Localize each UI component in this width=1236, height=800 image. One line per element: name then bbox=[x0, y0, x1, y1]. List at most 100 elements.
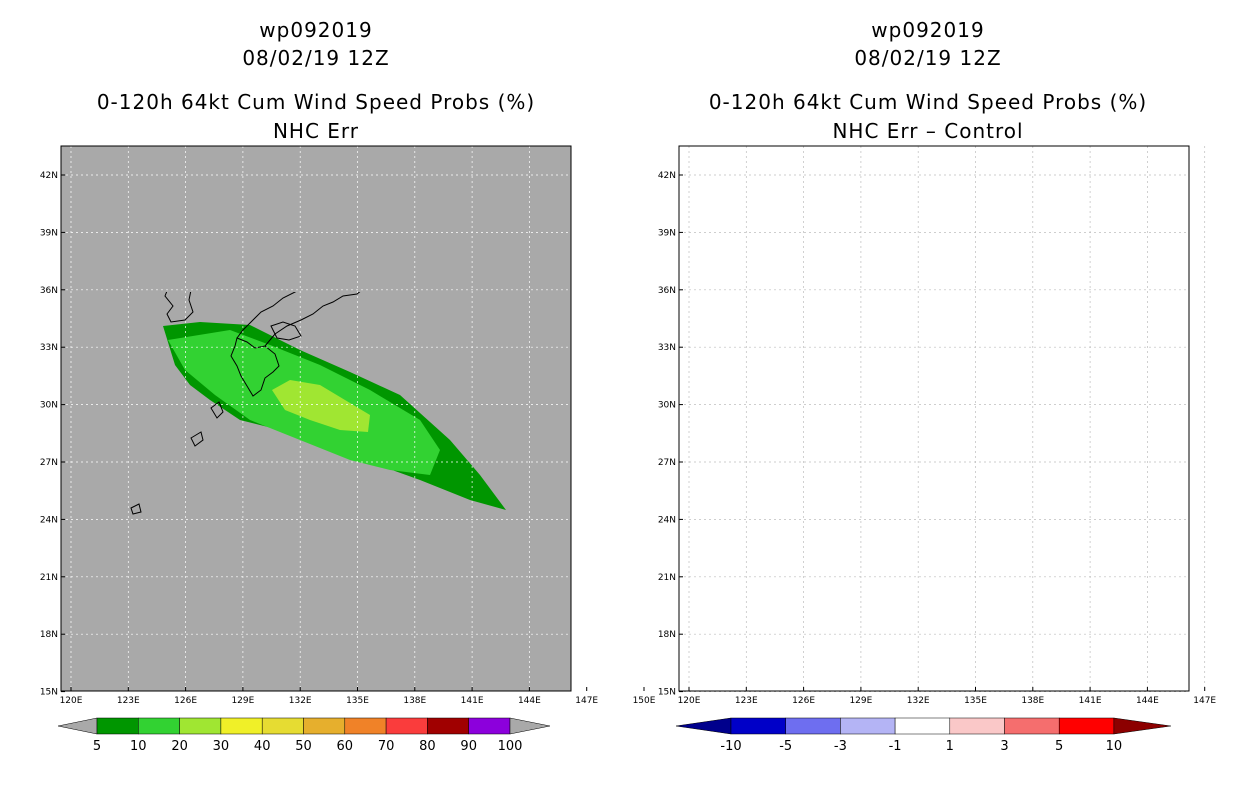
colorbar-end-high bbox=[1113, 717, 1171, 735]
lon-tick-label: 120E bbox=[678, 696, 701, 706]
colorbar-swatch bbox=[1058, 717, 1115, 735]
right-map-ocean bbox=[679, 146, 1189, 691]
colorbar-swatch bbox=[1004, 717, 1060, 735]
lon-tick-label: 126E bbox=[792, 696, 815, 706]
colorbar-swatch bbox=[840, 717, 896, 735]
lat-tick-label: 24N bbox=[40, 515, 58, 525]
lat-tick-label: 42N bbox=[658, 171, 676, 181]
lat-tick-label: 27N bbox=[658, 458, 676, 468]
lat-tick-label: 33N bbox=[40, 343, 58, 353]
colorbar-swatch bbox=[785, 717, 841, 735]
lat-tick-label: 18N bbox=[40, 630, 58, 640]
colorbar-swatch bbox=[427, 717, 469, 735]
left-lat-labels: 42N 39N 36N 33N 30N 27N 24N 21N 18N 15N bbox=[40, 171, 65, 698]
colorbar-end-high bbox=[509, 717, 551, 735]
lat-tick-label: 36N bbox=[658, 286, 676, 296]
left-title-subtitle: NHC Err bbox=[272, 119, 360, 143]
right-title-date: 08/02/19 12Z bbox=[854, 46, 1002, 70]
colorbar-label: 40 bbox=[254, 739, 271, 754]
colorbar-swatch bbox=[385, 717, 428, 735]
colorbar-swatch bbox=[468, 717, 511, 735]
lat-tick-label: 27N bbox=[40, 458, 58, 468]
colorbar-swatch bbox=[730, 717, 786, 735]
colorbar-label: 100 bbox=[498, 739, 523, 754]
lon-tick-label: 144E bbox=[518, 696, 541, 706]
right-title-product: 0-120h 64kt Cum Wind Speed Probs (%) bbox=[708, 90, 1148, 114]
colorbar-label: 60 bbox=[337, 739, 354, 754]
colorbar-label: -1 bbox=[889, 739, 902, 754]
left-title-product: 0-120h 64kt Cum Wind Speed Probs (%) bbox=[96, 90, 536, 114]
colorbar-label: 80 bbox=[419, 739, 436, 754]
colorbar-swatch bbox=[220, 717, 263, 735]
lat-tick-label: 21N bbox=[40, 573, 58, 583]
right-title-subtitle: NHC Err – Control bbox=[832, 119, 1024, 143]
colorbar-label: 1 bbox=[946, 739, 954, 754]
colorbar-swatch bbox=[894, 717, 951, 735]
colorbar-label: 5 bbox=[1055, 739, 1063, 754]
lon-tick-label: 144E bbox=[1136, 696, 1159, 706]
lon-tick-label: 123E bbox=[735, 696, 758, 706]
left-lon-labels: 120E 123E 126E 129E 132E 135E 138E 141E 144E 147E… bbox=[60, 687, 656, 706]
colorbar-label: 10 bbox=[1106, 739, 1123, 754]
lon-tick-label: 135E bbox=[964, 696, 987, 706]
colorbar-swatch bbox=[344, 717, 387, 735]
lat-tick-label: 39N bbox=[658, 228, 676, 238]
lat-tick-label: 18N bbox=[658, 630, 676, 640]
colorbar-label: 70 bbox=[378, 739, 395, 754]
colorbar-swatch bbox=[179, 717, 222, 735]
colorbar-label: 5 bbox=[93, 739, 101, 754]
lon-tick-label: 126E bbox=[174, 696, 197, 706]
colorbar-end-low bbox=[675, 717, 732, 735]
left-title-storm-id: wp092019 bbox=[259, 18, 373, 42]
left-probability-swath bbox=[163, 322, 506, 510]
colorbar-swatch bbox=[138, 717, 180, 735]
left-colorbar: 5 10 20 30 40 50 60 70 80 90 100 bbox=[57, 717, 551, 754]
lat-tick-label: 15N bbox=[40, 688, 58, 698]
colorbar-label: 30 bbox=[213, 739, 230, 754]
lon-tick-label: 129E bbox=[231, 696, 254, 706]
lat-tick-label: 21N bbox=[658, 573, 676, 583]
colorbar-label: -3 bbox=[834, 739, 847, 754]
right-lon-labels: 120E 123E 126E 129E 132E 135E 138E 141E 144E 147E… bbox=[678, 687, 1216, 706]
lat-tick-label: 30N bbox=[40, 401, 58, 411]
right-grid bbox=[679, 146, 1206, 692]
colorbar-swatch bbox=[949, 717, 1005, 735]
lat-tick-label: 39N bbox=[40, 228, 58, 238]
colorbar-end-low bbox=[57, 717, 98, 735]
lon-tick-label: 138E bbox=[1021, 696, 1044, 706]
lon-tick-label: 129E bbox=[849, 696, 872, 706]
lat-tick-label: 36N bbox=[40, 286, 58, 296]
colorbar-swatch bbox=[261, 717, 304, 735]
lat-tick-label: 33N bbox=[658, 343, 676, 353]
lon-tick-label: 138E bbox=[403, 696, 426, 706]
colorbar-swatch bbox=[96, 717, 139, 735]
colorbar-label: -5 bbox=[779, 739, 792, 754]
right-lat-labels: 42N 39N 36N 33N 30N 27N 24N 21N 18N 15N bbox=[658, 171, 683, 698]
colorbar-label: -10 bbox=[720, 739, 741, 754]
lon-tick-label: 150E bbox=[633, 696, 656, 706]
colorbar-swatch bbox=[303, 717, 346, 735]
left-grid bbox=[61, 146, 645, 692]
colorbar-label: 50 bbox=[295, 739, 312, 754]
right-map-frame bbox=[678, 145, 1190, 692]
lat-tick-label: 24N bbox=[658, 515, 676, 525]
lon-tick-label: 120E bbox=[60, 696, 83, 706]
right-colorbar: -10 -5 -3 -1 1 3 5 10 bbox=[675, 717, 1171, 754]
left-map-frame bbox=[60, 145, 572, 692]
colorbar-label: 90 bbox=[460, 739, 477, 754]
lat-tick-label: 30N bbox=[658, 401, 676, 411]
colorbar-label: 3 bbox=[1000, 739, 1008, 754]
lon-tick-label: 141E bbox=[1079, 696, 1102, 706]
lon-tick-label: 132E bbox=[907, 696, 930, 706]
lon-tick-label: 132E bbox=[289, 696, 312, 706]
left-title-date: 08/02/19 12Z bbox=[242, 46, 390, 70]
right-title-storm-id: wp092019 bbox=[871, 18, 985, 42]
lon-tick-label: 147E bbox=[1193, 696, 1216, 706]
lon-tick-label: 141E bbox=[461, 696, 484, 706]
colorbar-label: 20 bbox=[171, 739, 188, 754]
lon-tick-label: 135E bbox=[346, 696, 369, 706]
lon-tick-label: 147E bbox=[575, 696, 598, 706]
lat-tick-label: 15N bbox=[658, 688, 676, 698]
